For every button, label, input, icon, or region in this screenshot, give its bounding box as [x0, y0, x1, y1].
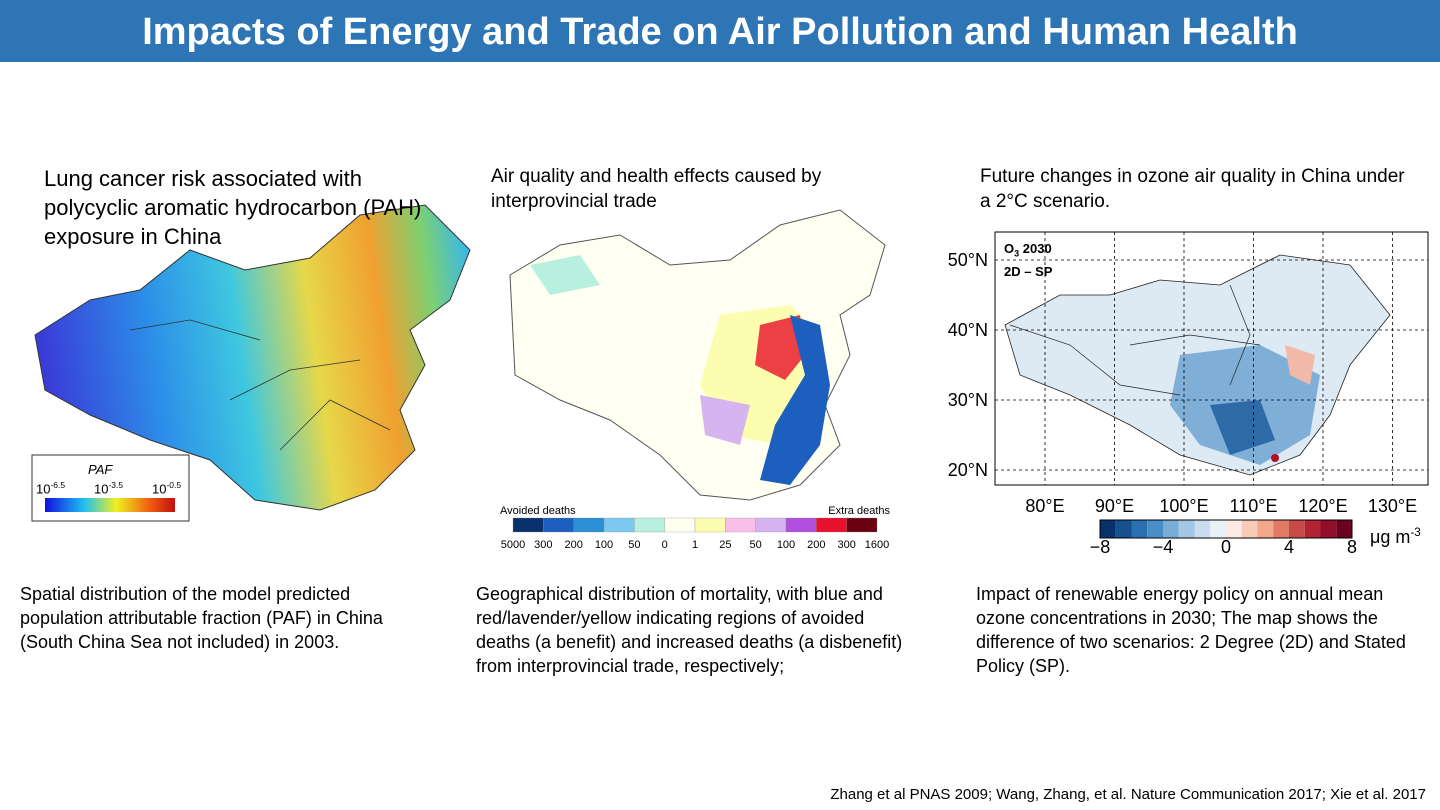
ozone-colorbar: −8 −4 0 4 8: [1090, 519, 1357, 557]
species-subscript: 3: [1014, 248, 1020, 259]
colorbar-unit: μg m-3: [1370, 526, 1421, 548]
colorbar-tick-label: 25: [719, 539, 731, 551]
colorbar-frame: [1099, 519, 1353, 539]
tick-exponent: -6.5: [50, 480, 66, 490]
unit-exponent: -3: [1410, 526, 1421, 539]
citation: Zhang et al PNAS 2009; Wang, Zhang, et a…: [830, 786, 1426, 803]
slide-title: Impacts of Energy and Trade on Air Pollu…: [0, 0, 1440, 62]
lon-label: 90°E: [1095, 496, 1134, 516]
colorbar-segment: [1194, 520, 1211, 538]
colorbar-segment: [1289, 520, 1305, 538]
tick-base: 10: [94, 481, 109, 497]
colorbar-tick-label: 0: [662, 539, 668, 551]
map-label: O3 2030 2D – SP: [1004, 240, 1052, 280]
colorbar-segment: [603, 517, 635, 533]
colorbar-segment: [1147, 520, 1163, 538]
colorbar-tick-label: −4: [1153, 537, 1174, 557]
colorbar-segment: [664, 517, 696, 533]
lat-label: 40°N: [948, 320, 988, 340]
lon-label: 130°E: [1368, 496, 1417, 516]
lon-label: 120°E: [1298, 496, 1347, 516]
colorbar-segment: [694, 517, 726, 533]
colorbar-segment: [1320, 520, 1337, 538]
colorbar-segment: [1304, 520, 1321, 538]
lon-label: 100°E: [1159, 496, 1208, 516]
panel-heading: Future changes in ozone air quality in C…: [980, 166, 1405, 212]
lat-label: 30°N: [948, 390, 988, 410]
tick-base: 10: [152, 481, 167, 497]
colorbar-tick-label: 300: [534, 539, 552, 551]
panel-caption: Impact of renewable energy policy on ann…: [976, 584, 1406, 676]
mortality-colorbar: Avoided deaths Extra deaths 5000 300 200 100 5…: [500, 505, 890, 551]
colorbar-segment: [755, 517, 787, 533]
colorbar-segment: [785, 517, 817, 533]
panel-heading: Lung cancer risk associated with polycyc…: [44, 166, 422, 249]
species: O: [1004, 241, 1015, 256]
colorbar-segment: [1178, 520, 1195, 538]
colorbar-segment: [1241, 520, 1258, 538]
unit: μg m: [1370, 527, 1411, 547]
legend-title: PAF: [88, 462, 113, 477]
colorbar-segment: [846, 517, 878, 533]
colorbar-segment: [1210, 520, 1226, 538]
tick-exponent: -0.5: [166, 480, 182, 490]
colorbar-tick-label: 4: [1284, 537, 1294, 557]
colorbar-tick-label: 200: [807, 539, 825, 551]
lon-label: 110°E: [1230, 496, 1278, 516]
colorbar-tick-label: 1: [692, 539, 698, 551]
colorbar-tick-label: −8: [1090, 537, 1111, 557]
year: 2030: [1022, 241, 1052, 256]
colorbar-tick-label: 5000: [501, 539, 525, 551]
panel-caption: Geographical distribution of mortality, …: [476, 584, 903, 676]
colorbar-tick-label: 200: [564, 539, 582, 551]
colorbar-segment: [1257, 520, 1274, 538]
lat-label: 20°N: [948, 460, 988, 480]
colorbar-segment: [1100, 520, 1116, 538]
colorbar-tick-label: 50: [750, 539, 762, 551]
colorbar-segment: [1163, 520, 1179, 538]
trade-map: [509, 209, 886, 501]
colorbar-segment: [512, 517, 544, 533]
colorbar-segment: [1273, 520, 1289, 538]
colorbar-segment: [634, 517, 665, 533]
colorbar-segment: [543, 517, 574, 533]
colorbar-segment: [1115, 520, 1132, 538]
legend-tick: 10-3.5: [94, 480, 123, 496]
lat-label: 50°N: [948, 250, 988, 270]
colorbar-tick-label: 0: [1221, 537, 1231, 557]
panel-caption: Spatial distribution of the model predic…: [20, 584, 383, 652]
colorbar-segment: [1336, 520, 1352, 538]
colorbar-segment: [1131, 520, 1148, 538]
colorbar-tick-label: 50: [628, 539, 640, 551]
colorbar-segment: [816, 517, 847, 533]
ozone-map: 50°N 40°N 30°N 20°N 80°E 90°E 100°E 110°E 120°E 1…: [948, 231, 1429, 516]
colorbar-label: Avoided deaths: [500, 505, 576, 517]
tick-base: 10: [36, 481, 51, 497]
panel-heading: Air quality and health effects caused by…: [491, 166, 822, 212]
colorbar-segment: [1226, 520, 1242, 538]
tick-exponent: -3.5: [108, 480, 124, 490]
colorbar-tick-label: 8: [1347, 537, 1357, 557]
colorbar-tick-label: 100: [777, 539, 795, 551]
colorbar-label: Extra deaths: [828, 505, 890, 517]
colorbar-segment: [725, 517, 756, 533]
scenario: 2D – SP: [1004, 263, 1053, 279]
colorbar-tick-label: 300: [837, 539, 855, 551]
legend-tick: 10-0.5: [152, 480, 181, 496]
colorbar-tick-label: 100: [595, 539, 613, 551]
colorbar-segment: [573, 517, 605, 533]
colorbar-tick-label: 1600: [865, 539, 889, 551]
lon-label: 80°E: [1025, 496, 1064, 516]
legend-tick: 10-6.5: [36, 480, 65, 496]
pah-map: [31, 204, 471, 522]
